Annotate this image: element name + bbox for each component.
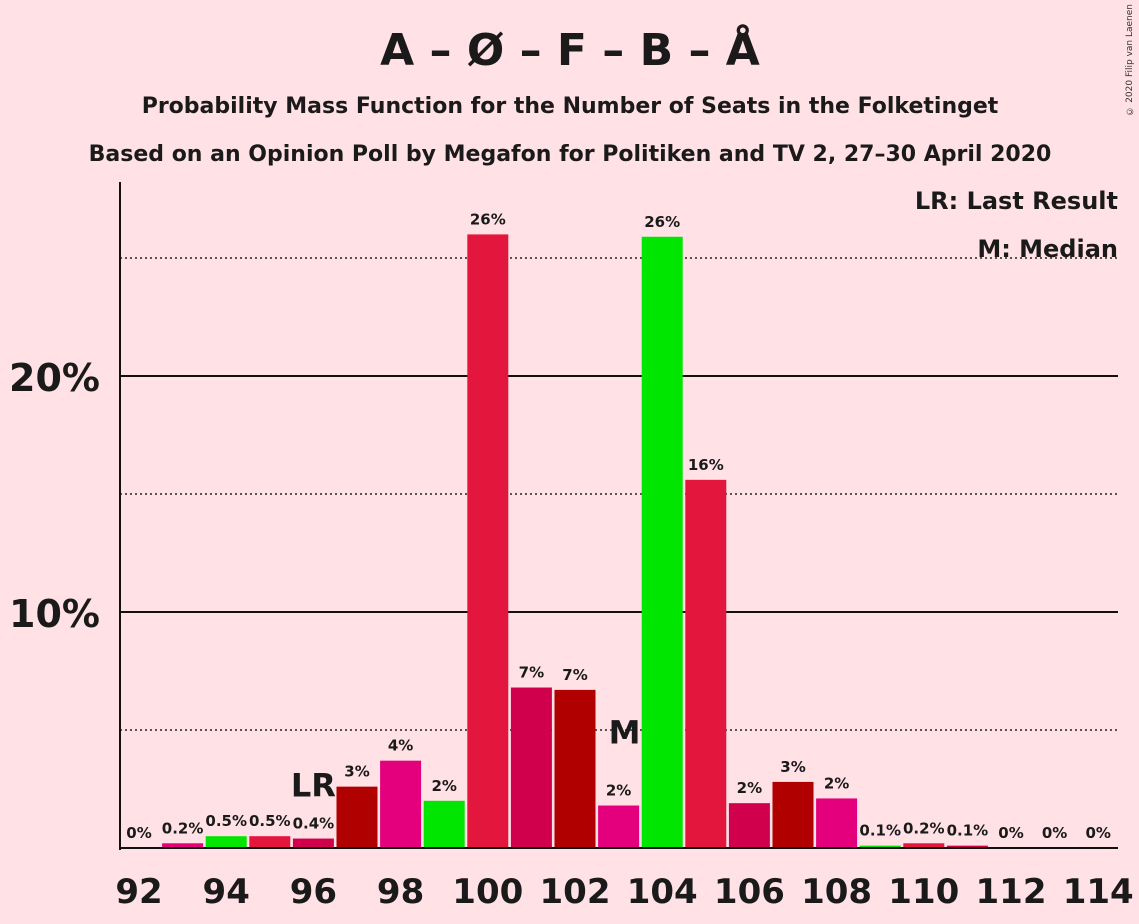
bar-label-101: 7% [519,664,544,682]
median-marker: M [609,714,641,752]
y-tick-label-10: 10% [9,592,100,636]
x-tick-label-110: 110 [888,872,959,912]
x-tick-label-94: 94 [203,872,250,912]
bar-102 [554,689,596,848]
bar-label-110: 0.2% [903,819,945,837]
x-tick-label-96: 96 [290,872,337,912]
bar-label-103: 2% [606,782,631,800]
bar-98 [380,760,422,848]
bar-97 [336,786,378,848]
gridlines [120,257,1118,731]
bar-93 [162,843,204,848]
bar-100 [467,234,509,848]
bar-label-113: 0% [1042,824,1067,842]
chart-subtitle-2: Based on an Opinion Poll by Megafon for … [89,142,1052,167]
bar-95 [249,836,291,848]
bar-101 [510,687,552,848]
bar-110 [903,843,945,848]
bar-111 [946,845,988,848]
bar-label-107: 3% [780,758,805,776]
bar-label-97: 3% [344,763,369,781]
x-tick-label-102: 102 [540,872,611,912]
x-tick-label-114: 114 [1063,872,1134,912]
x-tick-label-108: 108 [801,872,872,912]
bar-109 [859,845,901,848]
bar-label-99: 2% [431,777,456,795]
bar-label-114: 0% [1085,824,1110,842]
y-tick-labels: 10% 20% [9,356,100,636]
bar-label-105: 16% [688,456,724,474]
bar-label-102: 7% [562,666,587,684]
bar-label-95: 0.5% [249,812,291,830]
legend-median: M: Median [977,235,1118,263]
bar-label-112: 0% [998,824,1023,842]
x-tick-label-100: 100 [452,872,523,912]
bar-105 [685,479,727,848]
bar-label-104: 26% [644,213,680,231]
bar-label-106: 2% [737,779,762,797]
bar-label-109: 0.1% [859,822,901,840]
bar-label-94: 0.5% [205,812,247,830]
copyright-notice: © 2020 Filip van Laenen [1125,4,1135,116]
bar-label-111: 0.1% [947,822,989,840]
bar-94 [205,836,247,848]
bar-96 [292,838,334,848]
x-tick-label-106: 106 [714,872,785,912]
markers-group: LR M [291,714,641,805]
x-tick-label-112: 112 [976,872,1047,912]
bar-label-93: 0.2% [162,819,204,837]
bar-103 [598,805,640,848]
bar-label-92: 0% [126,824,151,842]
bar-label-96: 0.4% [293,815,335,833]
bar-labels-group: 0% 0.2% 0.5% 0.5% 0.4%3%4%2%26%7% 7%2%26%16%2… [126,210,1111,842]
bar-label-98: 4% [388,737,413,755]
last-result-marker: LR [291,767,336,805]
y-tick-label-20: 20% [9,356,100,400]
bar-label-108: 2% [824,774,849,792]
x-tick-labels: 92 94 96 98 100 102 104 106 108 110 112 114 [115,872,1133,912]
legend-last-result: LR: Last Result [915,187,1118,215]
bar-106 [728,803,770,848]
x-tick-label-104: 104 [627,872,698,912]
bar-108 [816,798,858,848]
bar-104 [641,236,683,848]
bar-107 [772,781,814,848]
chart-subtitle: Probability Mass Function for the Number… [142,94,999,119]
x-tick-label-98: 98 [377,872,424,912]
bar-99 [423,800,465,848]
chart-title: A – Ø – F – B – Å [380,23,760,76]
bars-group [162,234,988,848]
x-tick-label-92: 92 [115,872,162,912]
bar-label-100: 26% [470,210,506,228]
